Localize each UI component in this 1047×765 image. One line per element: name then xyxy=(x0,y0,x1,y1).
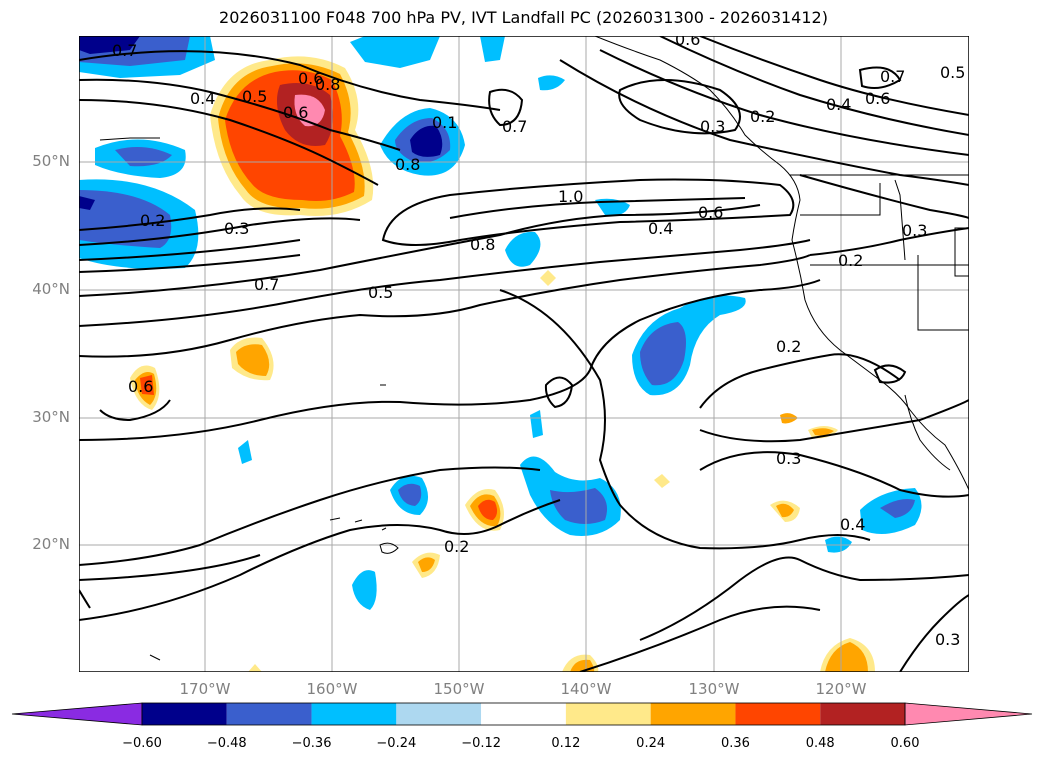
map-title: 2026031100 F048 700 hPa PV, IVT Landfall… xyxy=(219,8,828,27)
colorbar-segment xyxy=(226,703,312,725)
lat-label: 50°N xyxy=(32,152,70,170)
colorbar-segment xyxy=(481,703,566,725)
colorbar-tick-label: −0.24 xyxy=(376,736,417,751)
colorbar-segment xyxy=(565,703,651,725)
colorbar-segment xyxy=(396,703,482,725)
pv-shading xyxy=(79,36,922,672)
colorbar-segment xyxy=(735,703,821,725)
contour-label: 0.8 xyxy=(315,75,340,94)
colorbar-tick-label: 0.60 xyxy=(890,736,920,751)
map-figure: 0.7 0.4 0.5 0.6 0.8 0.1 0.7 0.8 0.6 0.3 … xyxy=(79,30,969,672)
colorbar-segment xyxy=(142,703,227,725)
lat-label: 20°N xyxy=(32,535,70,553)
contour-label: 0.2 xyxy=(838,251,863,270)
contour-label: 0.7 xyxy=(254,275,279,294)
colorbar-tick-label: −0.48 xyxy=(206,736,247,751)
lon-label: 160°W xyxy=(306,680,358,698)
contour-labels: 0.7 0.4 0.5 0.6 0.8 0.1 0.7 0.8 0.6 0.3 … xyxy=(112,30,965,649)
contour-label: 0.6 xyxy=(865,89,890,108)
colorbar-segment xyxy=(820,703,905,725)
lon-label: 150°W xyxy=(433,680,485,698)
contour-label: 0.8 xyxy=(395,155,420,174)
contour-label: 0.2 xyxy=(140,211,165,230)
coastlines xyxy=(99,36,969,661)
map-plot-area: 0.7 0.4 0.5 0.6 0.8 0.1 0.7 0.8 0.6 0.3 … xyxy=(79,30,969,672)
contour-label: 1.0 xyxy=(558,187,583,206)
colorbar-tick-label: −0.60 xyxy=(122,736,162,751)
colorbar-extend-max xyxy=(904,702,1033,726)
colorbar-tick-label: −0.12 xyxy=(461,736,502,751)
contour-label: 0.6 xyxy=(298,69,323,88)
contour-label: 0.3 xyxy=(902,221,927,240)
contour-label: 0.6 xyxy=(698,203,723,222)
contour-label: 0.5 xyxy=(368,283,393,302)
contour-label: 0.2 xyxy=(776,337,801,356)
lat-label: 30°N xyxy=(32,408,70,426)
graticule xyxy=(79,36,969,672)
colorbar-tick-label: −0.36 xyxy=(291,736,332,751)
colorbar-tick-label: 0.24 xyxy=(636,736,666,751)
contour-label: 0.8 xyxy=(470,235,495,254)
lon-label: 140°W xyxy=(560,680,612,698)
colorbar-tick-label: 0.48 xyxy=(805,736,835,751)
contour-label: 0.4 xyxy=(840,515,865,534)
contour-label: 0.3 xyxy=(776,449,801,468)
contour-label: 0.3 xyxy=(935,630,960,649)
colorbar-frame xyxy=(141,702,906,726)
contour-label: 0.3 xyxy=(700,117,725,136)
contour-label: 0.7 xyxy=(112,41,137,60)
contour-label: 0.4 xyxy=(190,89,215,108)
colorbar-tick-label: 0.36 xyxy=(720,736,750,751)
contour-label: 0.7 xyxy=(502,117,527,136)
contour-label: 0.7 xyxy=(880,67,905,86)
contour-label: 0.4 xyxy=(648,219,673,238)
colorbar-tick-label: 0.12 xyxy=(551,736,581,751)
ivt-contours xyxy=(79,36,969,672)
lon-label: 130°W xyxy=(688,680,740,698)
lon-label: 120°W xyxy=(815,680,867,698)
contour-label: 0.5 xyxy=(242,87,267,106)
contour-label: 0.6 xyxy=(675,30,700,49)
contour-label: 0.3 xyxy=(224,219,249,238)
colorbar-segments xyxy=(11,702,1033,726)
contour-label: 0.5 xyxy=(940,63,965,82)
lat-label: 40°N xyxy=(32,280,70,298)
colorbar-extend-min xyxy=(11,702,143,726)
contour-label: 0.2 xyxy=(750,107,775,126)
lon-label: 170°W xyxy=(179,680,231,698)
contour-label: 0.6 xyxy=(283,103,308,122)
colorbar xyxy=(11,702,1033,726)
contour-label: 0.2 xyxy=(444,537,469,556)
contour-label: 0.1 xyxy=(432,113,457,132)
colorbar-segment xyxy=(650,703,736,725)
contour-label: 0.6 xyxy=(128,377,153,396)
contour-label: 0.4 xyxy=(826,95,851,114)
colorbar-segment xyxy=(311,703,397,725)
